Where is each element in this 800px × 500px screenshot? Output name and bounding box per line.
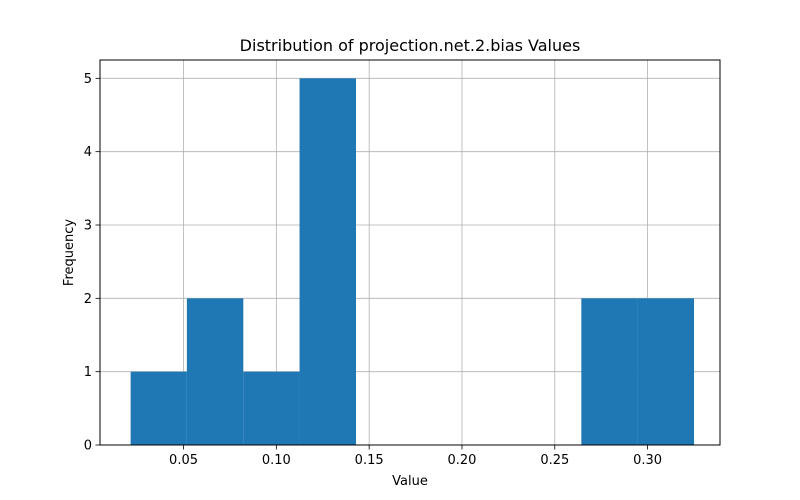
x-tick-label: 0.20 [447, 453, 476, 468]
x-tick-label: 0.10 [262, 453, 291, 468]
histogram-bar [637, 298, 695, 445]
x-tick-label: 0.15 [355, 453, 384, 468]
histogram-bar [130, 371, 187, 445]
chart-title: Distribution of projection.net.2.bias Va… [240, 36, 581, 55]
y-tick-label: 1 [84, 365, 92, 380]
x-tick-label: 0.25 [540, 453, 569, 468]
x-tick-label: 0.30 [633, 453, 662, 468]
y-tick-label: 4 [84, 145, 92, 160]
histogram-bar [243, 371, 300, 445]
y-tick-label: 3 [84, 219, 92, 234]
histogram-bars [130, 78, 695, 445]
y-tick-label: 5 [84, 72, 92, 87]
y-axis-ticks: 0 1 2 3 4 5 [84, 72, 100, 454]
histogram-bar [186, 298, 244, 445]
histogram-bar [581, 298, 638, 445]
x-tick-label: 0.05 [169, 453, 198, 468]
x-axis-ticks: 0.05 0.10 0.15 0.20 0.25 0.30 [169, 445, 662, 468]
y-tick-label: 0 [84, 439, 92, 454]
y-tick-label: 2 [84, 292, 92, 307]
plot-frame [99, 59, 721, 446]
x-axis-label: Value [392, 474, 428, 489]
y-axis-label: Frequency [62, 219, 77, 286]
histogram-bar [299, 78, 356, 445]
